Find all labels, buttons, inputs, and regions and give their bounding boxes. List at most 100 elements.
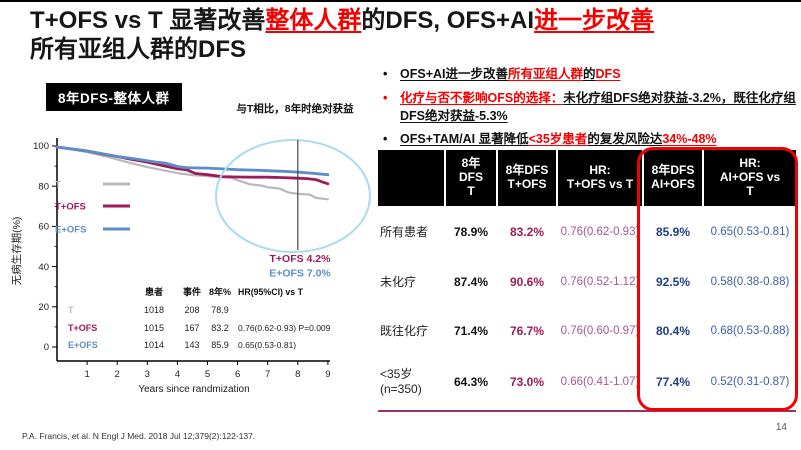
subgroup-table-body: 所有患者 78.9% 83.2% 0.76(0.62-0.93) 85.9% 0.65(0…: [378, 208, 796, 408]
stats-events: 208: [184, 305, 199, 315]
bullet-text-part: DFS: [595, 67, 621, 81]
title-part: 的DFS, OFS+AI: [361, 7, 535, 34]
stats-8yr-pct: 85.9: [211, 340, 229, 350]
legend-label: T+OFS: [55, 202, 86, 213]
table-header-empty: [378, 150, 444, 206]
table-cell-hr_tofs: 0.76(0.60-0.97): [560, 324, 640, 337]
stats-row-name: T: [68, 305, 74, 315]
stats-hr: 0.76(0.62-0.93) P=0.009: [238, 323, 331, 333]
y-tick-label: 60: [38, 222, 49, 233]
table-cell-dfs_tofs: 83.2%: [509, 224, 545, 239]
legend-label: T: [55, 180, 61, 191]
table-row: 所有患者 78.9% 83.2% 0.76(0.62-0.93) 85.9% 0.65(0…: [378, 208, 796, 256]
table-cell-hr_tofs: 0.76(0.62-0.93): [560, 225, 640, 238]
table-cell-hr_aiofs: 0.58(0.38-0.88): [710, 275, 790, 288]
title-line-2: 所有亚组人群的DFS: [30, 36, 246, 64]
stats-header: 事件: [183, 286, 201, 297]
x-tick-label: 4: [175, 369, 180, 380]
y-tick-label: 100: [33, 141, 49, 152]
table-cell-dfs_tofs: 73.0%: [509, 374, 545, 389]
stats-header: 患者: [145, 286, 163, 297]
bullet-item: • 化疗与否不影响OFS的选择：未化疗组DFS绝对获益-3.2%，既往化疗组DFS…: [383, 90, 797, 126]
table-cell-dfs_tofs: 76.7%: [509, 323, 545, 338]
stats-hr: 0.65(0.53-0.81): [238, 340, 296, 350]
bullet-text: OFS+TAM/AI 显著降低<35岁患者的复发风险达34%-48%: [400, 131, 797, 149]
x-tick-label: 3: [145, 369, 150, 380]
stats-row-name: E+OFS: [68, 340, 98, 350]
y-tick-label: 0: [44, 342, 49, 353]
bullet-item: • OFS+TAM/AI 显著降低<35岁患者的复发风险达34%-48%: [383, 131, 797, 149]
bullet-list: • OFS+AI进一步改善所有亚组人群的DFS • 化疗与否不影响OFS的选择：未化疗…: [383, 66, 797, 155]
legend-label: E+OFS: [55, 225, 86, 236]
bullet-marker: •: [383, 90, 388, 105]
bullet-marker: •: [383, 67, 388, 81]
bullet-text-part: OFS+TAM/AI 显著降低: [400, 132, 529, 147]
title-part: T+OFS vs T 显著改善: [30, 7, 266, 34]
series-line-e-ofs: [55, 145, 330, 177]
x-tick-label: 6: [235, 369, 240, 380]
title-highlight-further-improve: 进一步改善: [534, 7, 655, 34]
table-header-dfs-t: 8年 DFS T: [446, 150, 496, 206]
bullet-text: OFS+AI进一步改善所有亚组人群的DFS: [400, 66, 797, 84]
table-cell-hr_tofs: 0.66(0.41-1.07): [560, 375, 640, 388]
bullet-text-part: 的复发风险达: [587, 132, 663, 147]
table-header-dfs-tofs: 8年DFS T+OFS: [498, 150, 556, 206]
stats-patients: 1014: [144, 340, 164, 350]
x-axis-label: Years since randmization: [138, 384, 249, 395]
table-cell-dfs_aiofs: 80.4%: [655, 323, 691, 338]
citation: P.A. Francis, et al. N Engl J Med. 2018 …: [22, 431, 256, 441]
bullet-text-part: 化疗与否不影响OFS的选择：: [400, 90, 564, 105]
table-row: 既往化疗 71.4% 76.7% 0.76(0.60-0.97) 80.4% 0.68(0…: [378, 308, 796, 354]
y-axis-label: 无病生存期(%): [10, 217, 23, 286]
table-cell-hr_aiofs: 0.68(0.53-0.88): [710, 324, 790, 337]
table-row: <35岁 (n=350) 64.3% 73.0% 0.66(0.41-1.07) 77.…: [378, 356, 796, 408]
table-cell-label: <35岁 (n=350): [380, 367, 422, 396]
x-tick-label: 7: [265, 369, 270, 380]
title-highlight-overall-population: 整体人群: [265, 7, 362, 34]
benefit-label: T+OFS 4.2%: [270, 253, 332, 265]
stats-header-hr: HR(95%CI) vs T: [238, 287, 304, 297]
y-tick-label: 20: [38, 302, 49, 313]
table-cell-dfs_t: 64.3%: [453, 374, 489, 389]
bullet-text-part: 34%-48%: [662, 132, 717, 147]
table-header-hr-aiofs: HR: AI+OFS vs T: [704, 150, 796, 206]
chart-title-badge: 8年DFS-整体人群: [46, 83, 182, 111]
slide-title: T+OFS vs T 显著改善整体人群的DFS, OFS+AI进一步改善 所有亚…: [30, 6, 790, 65]
highlight-annotation: 与T相比，8年时绝对获益: [236, 102, 354, 115]
table-cell-dfs_aiofs: 77.4%: [655, 374, 691, 389]
benefit-label: E+OFS 7.0%: [269, 268, 331, 280]
title-line-1: T+OFS vs T 显著改善整体人群的DFS, OFS+AI进一步改善: [30, 6, 790, 35]
table-cell-dfs_tofs: 90.6%: [509, 274, 545, 289]
highlight-ellipse: [215, 139, 371, 253]
bullet-marker: •: [383, 132, 388, 147]
bullet-item: • OFS+AI进一步改善所有亚组人群的DFS: [383, 66, 797, 84]
table-cell-label: 未化疗: [380, 274, 417, 289]
stats-events: 143: [184, 340, 199, 350]
bullet-text-part: 所有亚组人群: [508, 67, 584, 81]
table-cell-dfs_t: 78.9%: [453, 224, 489, 239]
table-header-row: 8年 DFS T 8年DFS T+OFS HR: T+OFS vs T 8年DF…: [378, 150, 796, 206]
subgroup-table: 8年 DFS T 8年DFS T+OFS HR: T+OFS vs T 8年DF…: [378, 150, 796, 412]
table-cell-label: 所有患者: [380, 224, 429, 239]
x-tick-label: 8: [295, 369, 300, 380]
stats-patients: 1015: [144, 323, 164, 333]
bullet-text-part: <35岁患者: [528, 132, 588, 147]
bullet-text-part: OFS+AI进一步改善: [400, 67, 508, 81]
table-header-hr-tofs: HR: T+OFS vs T: [558, 150, 642, 206]
y-tick-label: 40: [38, 262, 49, 273]
stats-patients: 1018: [144, 305, 164, 315]
table-header-dfs-aiofs: 8年DFS AI+OFS: [644, 150, 702, 206]
table-cell-hr_aiofs: 0.52(0.31-0.87): [710, 375, 790, 388]
table-cell-dfs_t: 71.4%: [453, 323, 489, 338]
table-cell-dfs_aiofs: 92.5%: [655, 274, 691, 289]
x-tick-label: 9: [325, 369, 330, 380]
table-cell-dfs_aiofs: 85.9%: [655, 224, 691, 239]
stats-row-name: T+OFS: [68, 323, 97, 333]
table-row: 未化疗 87.4% 90.6% 0.76(0.52-1.12) 92.5% 0.58(0.…: [378, 258, 796, 306]
x-tick-label: 1: [84, 369, 89, 380]
table-bottom-line: [378, 410, 796, 412]
table-cell-hr_tofs: 0.76(0.52-1.12): [560, 275, 640, 288]
bullet-text-part: 的: [583, 67, 596, 81]
stats-header: 8年%: [209, 286, 231, 297]
